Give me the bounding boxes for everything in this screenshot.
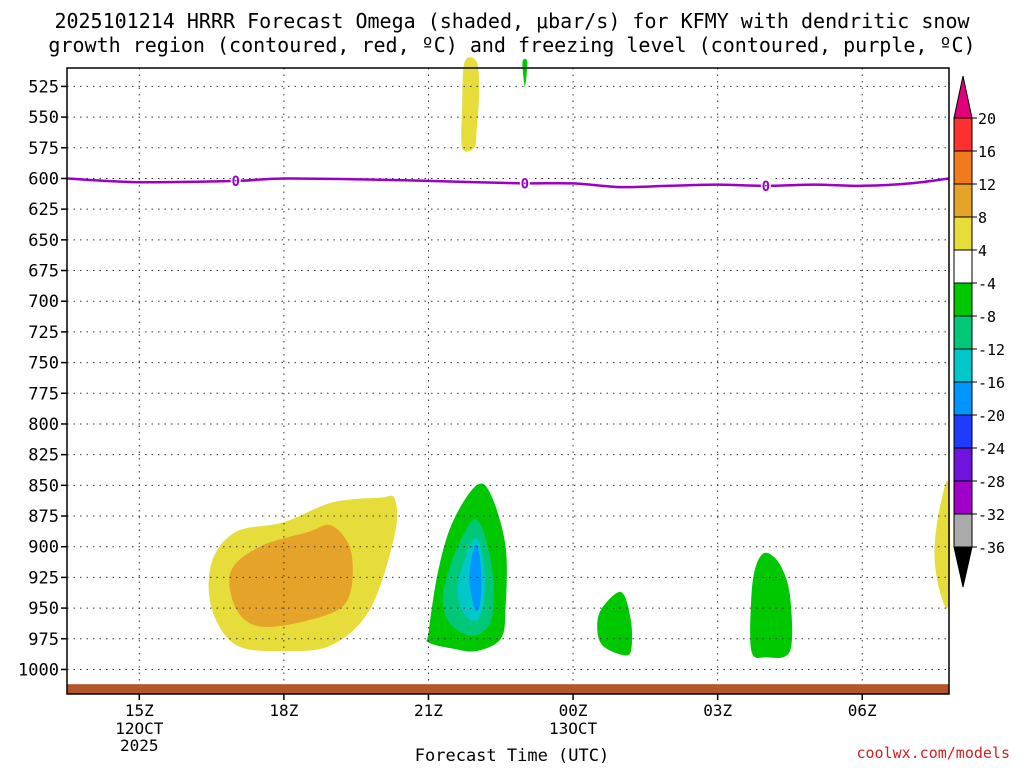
colorbar-box bbox=[953, 414, 973, 449]
omega-region-1 bbox=[229, 524, 353, 628]
colorbar-box bbox=[953, 216, 973, 251]
colorbar-label: 8 bbox=[978, 209, 987, 227]
colorbar-box bbox=[953, 249, 973, 284]
omega-region-6 bbox=[461, 57, 480, 152]
colorbar-box bbox=[953, 447, 973, 482]
x-axis-label: Forecast Time (UTC) bbox=[414, 746, 610, 766]
y-tick-label: 525 bbox=[28, 77, 59, 97]
colorbar-label: 20 bbox=[978, 110, 996, 128]
colorbar-label: 12 bbox=[978, 176, 996, 194]
colorbar-box bbox=[953, 381, 973, 416]
y-tick-label: 775 bbox=[28, 384, 59, 404]
y-tick-label: 600 bbox=[28, 169, 59, 189]
y-tick-label: 700 bbox=[28, 292, 59, 312]
colorbar-box bbox=[953, 348, 973, 383]
x-tick-label: 06Z bbox=[848, 701, 877, 720]
x-tick-sublabel: 12OCT bbox=[115, 719, 164, 738]
x-tick-label: 15Z bbox=[125, 701, 154, 720]
colorbar-box bbox=[953, 480, 973, 515]
y-tick-label: 675 bbox=[28, 262, 59, 282]
omega-region-10 bbox=[934, 480, 951, 609]
x-tick-label: 21Z bbox=[414, 701, 443, 720]
freezing-level-label-bg bbox=[519, 175, 530, 192]
y-tick-label: 1000 bbox=[18, 660, 59, 680]
y-axis: 525 550 575 600 625 650 675 700 725 750 775 800 825 8… bbox=[18, 77, 67, 680]
colorbar-label: 16 bbox=[978, 143, 996, 161]
colorbar-label: -8 bbox=[978, 308, 996, 326]
x-tick-label: 18Z bbox=[269, 701, 298, 720]
colorbar-box bbox=[953, 117, 973, 152]
colorbar-label: 4 bbox=[978, 242, 987, 260]
colorbar-label: -12 bbox=[978, 341, 1005, 359]
colorbar-label: -28 bbox=[978, 473, 1005, 491]
freezing-level-label: 0 bbox=[231, 174, 239, 190]
colorbar-top-arrow bbox=[953, 75, 973, 119]
chart-title-line-2: growth region (contoured, red, ºC) and f… bbox=[48, 33, 976, 57]
x-tick-sublabel: 2025 bbox=[120, 736, 159, 755]
y-tick-label: 850 bbox=[28, 476, 59, 496]
freezing-level-label-bg bbox=[760, 177, 771, 194]
omega-shading bbox=[208, 57, 951, 659]
y-tick-label: 900 bbox=[28, 538, 59, 558]
colorbar: 20 16 12 8 4 -4 -8 -12 -16 -20 -24 -28 -32 -36 bbox=[953, 75, 1005, 588]
plot-frame bbox=[66, 67, 950, 695]
y-tick-label: 925 bbox=[28, 568, 59, 588]
colorbar-label: -32 bbox=[978, 506, 1005, 524]
y-tick-label: 950 bbox=[28, 599, 59, 619]
y-tick-label: 575 bbox=[28, 139, 59, 159]
y-tick-label: 725 bbox=[28, 323, 59, 343]
colorbar-box bbox=[953, 513, 973, 548]
y-tick-label: 750 bbox=[28, 354, 59, 374]
grid-lines bbox=[67, 68, 949, 694]
colorbar-box bbox=[953, 315, 973, 350]
colorbar-label: -16 bbox=[978, 374, 1005, 392]
x-tick-sublabel: 13OCT bbox=[549, 719, 598, 738]
freezing-level-line bbox=[66, 177, 950, 189]
y-tick-label: 875 bbox=[28, 507, 59, 527]
colorbar-bottom-arrow bbox=[953, 546, 973, 588]
freezing-level-label-bg bbox=[230, 172, 241, 189]
y-tick-label: 550 bbox=[28, 108, 59, 128]
freezing-level-label: 0 bbox=[521, 176, 529, 192]
omega-region-7 bbox=[522, 58, 528, 87]
surface-ground bbox=[67, 684, 949, 694]
colorbar-label: -36 bbox=[978, 539, 1005, 557]
x-tick-label: 00Z bbox=[559, 701, 588, 720]
colorbar-box bbox=[953, 150, 973, 185]
x-tick-label: 03Z bbox=[703, 701, 732, 720]
y-tick-label: 650 bbox=[28, 231, 59, 251]
y-tick-label: 975 bbox=[28, 630, 59, 650]
freezing-level: 0 0 0 bbox=[66, 172, 950, 195]
surface-band bbox=[67, 684, 949, 694]
y-tick-label: 800 bbox=[28, 415, 59, 435]
colorbar-label: -4 bbox=[978, 275, 996, 293]
colorbar-box bbox=[953, 183, 973, 218]
colorbar-box bbox=[953, 282, 973, 317]
omega-region-8 bbox=[597, 591, 633, 656]
omega-region-9 bbox=[750, 552, 793, 659]
y-tick-label: 825 bbox=[28, 446, 59, 466]
omega-region-5 bbox=[469, 545, 482, 612]
colorbar-label: -24 bbox=[978, 440, 1005, 458]
y-tick-label: 625 bbox=[28, 200, 59, 220]
freezing-level-label: 0 bbox=[762, 179, 770, 195]
chart-title-line-1: 2025101214 HRRR Forecast Omega (shaded, … bbox=[54, 9, 970, 33]
colorbar-label: -20 bbox=[978, 407, 1005, 425]
credit-label: coolwx.com/models bbox=[856, 744, 1010, 762]
